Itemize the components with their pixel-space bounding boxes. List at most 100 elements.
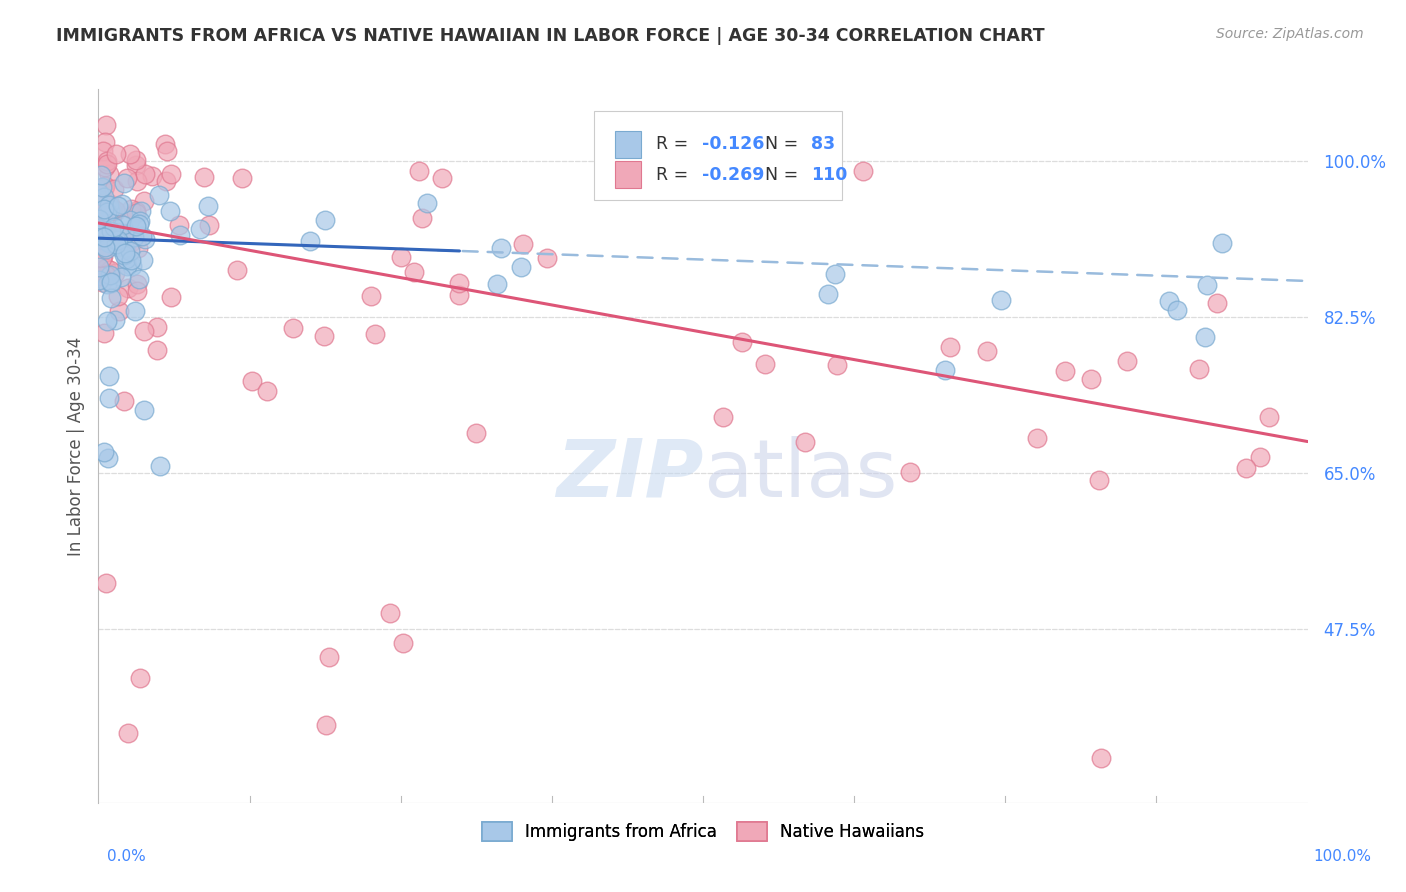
Point bbox=[89, 220, 111, 235]
Point bbox=[90, 220, 112, 235]
Point bbox=[90, 269, 112, 284]
Point bbox=[128, 271, 150, 285]
Text: -0.269: -0.269 bbox=[702, 166, 765, 184]
Point bbox=[1194, 330, 1216, 344]
Point bbox=[97, 198, 120, 212]
Point bbox=[134, 403, 156, 417]
Point bbox=[103, 220, 125, 235]
Text: 100.0%: 100.0% bbox=[1313, 849, 1372, 863]
Point bbox=[464, 425, 486, 440]
Point bbox=[145, 320, 167, 334]
Point bbox=[93, 213, 115, 227]
Point bbox=[96, 205, 118, 219]
Point bbox=[1157, 293, 1180, 308]
Point bbox=[93, 145, 115, 159]
Point bbox=[107, 239, 129, 253]
Point bbox=[97, 368, 120, 383]
Point bbox=[120, 146, 142, 161]
Point bbox=[96, 154, 118, 169]
Y-axis label: In Labor Force | Age 30-34: In Labor Force | Age 30-34 bbox=[66, 336, 84, 556]
Point bbox=[104, 312, 127, 326]
Point bbox=[110, 196, 132, 211]
Point bbox=[112, 227, 135, 241]
Point bbox=[754, 357, 776, 371]
Point bbox=[281, 321, 304, 335]
Point bbox=[98, 391, 121, 405]
Point bbox=[141, 169, 163, 183]
Point bbox=[93, 202, 115, 217]
Point bbox=[124, 230, 146, 244]
Point bbox=[100, 291, 122, 305]
Point bbox=[112, 218, 135, 232]
Point bbox=[121, 234, 143, 248]
Point bbox=[124, 303, 146, 318]
Point bbox=[110, 230, 132, 244]
Point bbox=[485, 277, 508, 291]
Point bbox=[939, 340, 962, 354]
Text: 83: 83 bbox=[811, 136, 835, 153]
Point bbox=[100, 202, 122, 217]
FancyBboxPatch shape bbox=[614, 130, 641, 158]
Point bbox=[314, 213, 336, 227]
Point bbox=[449, 288, 471, 302]
Point bbox=[98, 262, 121, 277]
Point bbox=[104, 236, 127, 251]
Point bbox=[97, 450, 120, 465]
Point bbox=[104, 146, 127, 161]
Point bbox=[90, 202, 112, 217]
Point bbox=[94, 135, 117, 149]
Point bbox=[94, 260, 117, 275]
Text: Source: ZipAtlas.com: Source: ZipAtlas.com bbox=[1216, 27, 1364, 41]
Point bbox=[364, 326, 387, 341]
Point bbox=[512, 236, 534, 251]
Point bbox=[110, 270, 132, 285]
Point bbox=[231, 171, 253, 186]
Point bbox=[117, 259, 139, 273]
Point bbox=[128, 217, 150, 231]
Point bbox=[100, 232, 122, 246]
Point bbox=[155, 174, 177, 188]
Point bbox=[87, 186, 110, 200]
Point bbox=[825, 358, 848, 372]
Point bbox=[411, 211, 433, 225]
Point bbox=[1188, 362, 1211, 376]
Point bbox=[131, 229, 153, 244]
Point bbox=[416, 196, 439, 211]
Point bbox=[169, 228, 191, 243]
Text: N =: N = bbox=[765, 136, 803, 153]
Point bbox=[89, 211, 111, 226]
Point bbox=[98, 167, 121, 181]
Point bbox=[127, 284, 149, 298]
Point bbox=[226, 263, 249, 277]
FancyBboxPatch shape bbox=[614, 161, 641, 188]
Point bbox=[711, 409, 734, 424]
Point bbox=[90, 180, 112, 194]
Legend: Immigrants from Africa, Native Hawaiians: Immigrants from Africa, Native Hawaiians bbox=[475, 815, 931, 848]
Point bbox=[94, 118, 117, 132]
Point bbox=[112, 248, 135, 262]
Point bbox=[87, 273, 110, 287]
Point bbox=[104, 266, 127, 280]
Point bbox=[107, 233, 129, 247]
Point bbox=[392, 636, 415, 650]
Point bbox=[115, 171, 138, 186]
Point bbox=[1090, 751, 1112, 765]
Point bbox=[129, 214, 152, 228]
Point bbox=[93, 229, 115, 244]
Point bbox=[120, 212, 142, 227]
Point bbox=[378, 606, 401, 620]
Point bbox=[389, 250, 412, 264]
Point bbox=[89, 224, 111, 238]
Point bbox=[96, 314, 118, 328]
Point bbox=[159, 289, 181, 303]
Point bbox=[117, 281, 139, 295]
Point bbox=[96, 268, 118, 282]
Point bbox=[430, 171, 453, 186]
Point bbox=[89, 260, 111, 274]
Point bbox=[1166, 302, 1188, 317]
Text: IMMIGRANTS FROM AFRICA VS NATIVE HAWAIIAN IN LABOR FORCE | AGE 30-34 CORRELATION: IMMIGRANTS FROM AFRICA VS NATIVE HAWAIIA… bbox=[56, 27, 1045, 45]
Point bbox=[536, 251, 558, 265]
Point bbox=[104, 203, 127, 218]
Point bbox=[1205, 296, 1227, 310]
Point bbox=[299, 234, 322, 248]
